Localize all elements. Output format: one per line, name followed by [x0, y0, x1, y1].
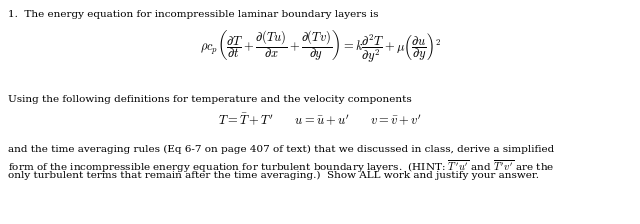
Text: form of the incompressible energy equation for turbulent boundary layers.  (HINT: form of the incompressible energy equati… — [8, 158, 554, 175]
Text: $T = \bar{T} + T' \qquad u = \bar{u} + u' \qquad v = \bar{v} + v'$: $T = \bar{T} + T' \qquad u = \bar{u} + u… — [218, 112, 422, 127]
Text: 1.  The energy equation for incompressible laminar boundary layers is: 1. The energy equation for incompressibl… — [8, 10, 378, 19]
Text: and the time averaging rules (Eq 6-7 on page 407 of text) that we discussed in c: and the time averaging rules (Eq 6-7 on … — [8, 145, 554, 154]
Text: Using the following definitions for temperature and the velocity components: Using the following definitions for temp… — [8, 95, 412, 104]
Text: $\rho c_p \left(\dfrac{\partial T}{\partial t} + \dfrac{\partial(Tu)}{\partial x: $\rho c_p \left(\dfrac{\partial T}{\part… — [200, 28, 440, 65]
Text: only turbulent terms that remain after the time averaging.)  Show ALL work and j: only turbulent terms that remain after t… — [8, 171, 539, 180]
